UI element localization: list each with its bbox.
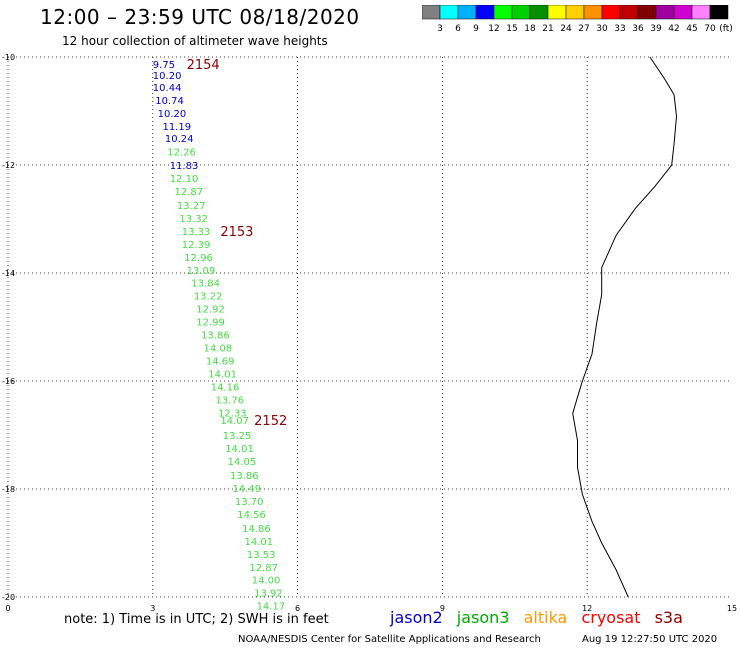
coastline — [572, 56, 678, 598]
colorbar-label: 18 — [524, 24, 536, 34]
y-tick-label: -20 — [2, 593, 15, 602]
colorbar-label: 45 — [686, 24, 697, 34]
y-tick-label: -12 — [2, 161, 15, 170]
wave-height-label-jason3: 14.01 — [245, 537, 274, 548]
legend-s3a: s3a — [654, 608, 683, 627]
chart-title: 12:00 – 23:59 UTC 08/18/2020 — [40, 5, 360, 29]
wave-height-label-jason3: 13.22 — [194, 292, 223, 303]
wave-height-label-jason2: 11.19 — [162, 122, 191, 133]
wave-height-label-jason3: 14.05 — [228, 457, 257, 468]
wave-height-label-jason3: 14.01 — [208, 369, 237, 380]
wave-height-label-jason3: 14.86 — [242, 524, 271, 535]
y-tick-label: -16 — [2, 377, 15, 386]
legend-jason3: jason3 — [456, 608, 510, 627]
colorbar-label: 15 — [506, 24, 517, 34]
colorbar-label: 42 — [668, 24, 679, 34]
wave-height-label-jason2: 10.24 — [165, 134, 194, 145]
wave-height-label-jason3: 13.70 — [235, 497, 264, 508]
colorbar-label: 36 — [632, 24, 644, 34]
legend-altika: altika — [523, 608, 568, 627]
colorbar-label: 3 — [437, 24, 443, 34]
pass-number-annotation: 2152 — [254, 414, 287, 429]
x-tick-label: 9 — [440, 604, 445, 613]
colorbar-label: 39 — [650, 24, 662, 34]
credit-line: NOAA/NESDIS Center for Satellite Applica… — [238, 634, 541, 645]
wave-height-label-jason3: 13.86 — [230, 471, 259, 482]
y-tick-label: -14 — [2, 269, 15, 278]
wave-height-label-jason3: 12.39 — [182, 240, 211, 251]
footnote: note: 1) Time is in UTC; 2) SWH is in fe… — [64, 612, 329, 627]
colorbar-label: 24 — [560, 24, 572, 34]
wave-height-label-jason2: 9.75 — [153, 60, 175, 71]
wave-height-label-jason3: 13.27 — [177, 201, 206, 212]
wave-height-label-jason3: 13.32 — [179, 214, 208, 225]
colorbar-swatch — [709, 5, 729, 20]
wave-height-label-jason3: 13.84 — [191, 279, 220, 290]
y-tick-label: -18 — [2, 485, 15, 494]
wave-height-label-jason3: 12.33 — [218, 408, 247, 419]
wave-height-label-jason3: 12.87 — [249, 563, 278, 574]
x-tick-label: 3 — [150, 604, 155, 613]
wave-height-label-jason3: 12.10 — [170, 174, 199, 185]
generation-timestamp: Aug 19 12:27:50 UTC 2020 — [582, 634, 718, 645]
wave-height-label-jason3: 14.08 — [203, 344, 232, 355]
satellite-legend: jason2 jason3 altika cryosat s3a — [390, 608, 692, 627]
wave-height-label-jason3: 14.00 — [252, 576, 281, 587]
wave-height-label-jason3: 12.87 — [175, 187, 204, 198]
colorbar-label: 21 — [542, 24, 553, 34]
wave-height-label-jason3: 13.53 — [247, 550, 276, 561]
wave-height-label-jason2: 11.83 — [170, 161, 199, 172]
pass-number-annotation: 2154 — [187, 58, 220, 73]
wave-height-label-jason3: 14.56 — [237, 510, 266, 521]
legend-jason2: jason2 — [390, 608, 443, 627]
wave-height-label-jason3: 12.99 — [196, 318, 225, 329]
colorbar-label: 6 — [455, 24, 461, 34]
wave-height-label-jason3: 14.69 — [206, 356, 235, 367]
wave-height-label-jason3: 13.25 — [223, 431, 252, 442]
pass-number-annotation: 2153 — [220, 225, 253, 240]
wave-height-label-jason3: 14.01 — [225, 444, 254, 455]
y-tick-label: -10 — [2, 53, 15, 62]
wave-height-label-jason3: 13.92 — [254, 589, 283, 600]
colorbar-label: 9 — [473, 24, 479, 34]
colorbar-label: 12 — [488, 24, 499, 34]
wave-height-label-jason2: 10.74 — [155, 96, 184, 107]
colorbar-unit: (ft) — [719, 24, 733, 34]
x-tick-label: 12 — [582, 604, 592, 613]
wave-height-label-jason2: 10.20 — [153, 71, 182, 82]
wave-height-label-jason3: 13.33 — [182, 227, 211, 238]
x-tick-label: 6 — [295, 604, 300, 613]
wave-height-label-jason3: 14.07 — [220, 416, 249, 427]
x-tick-label: 0 — [5, 604, 10, 613]
wave-height-label-jason3: 12.26 — [167, 148, 196, 159]
wave-height-label-jason3: 13.09 — [187, 266, 216, 277]
wave-height-label-jason3: 14.49 — [232, 484, 261, 495]
wave-height-label-jason3: 13.86 — [201, 331, 230, 342]
colorbar-label: 70 — [704, 24, 716, 34]
legend-cryosat: cryosat — [581, 608, 641, 627]
color-scale-legend: 3 6 9 12 15 18 21 24 27 30 33 36 39 42 45 70 (ft) — [422, 5, 733, 34]
wave-height-label-jason3: 12.96 — [184, 253, 213, 264]
wave-height-label-jason3: 14.17 — [257, 602, 286, 613]
colorbar-label: 27 — [578, 24, 589, 34]
x-tick-label: 15 — [727, 604, 737, 613]
chart-subtitle: 12 hour collection of altimeter wave hei… — [62, 34, 328, 48]
wave-height-label-jason3: 14.16 — [211, 382, 240, 393]
colorbar-label: 33 — [614, 24, 625, 34]
wave-height-label-jason3: 13.76 — [216, 395, 245, 406]
colorbar-label: 30 — [596, 24, 608, 34]
wave-height-label-jason2: 10.44 — [153, 83, 182, 94]
wave-height-label-jason3: 12.92 — [196, 305, 225, 316]
wave-height-label-jason2: 10.20 — [158, 109, 187, 120]
